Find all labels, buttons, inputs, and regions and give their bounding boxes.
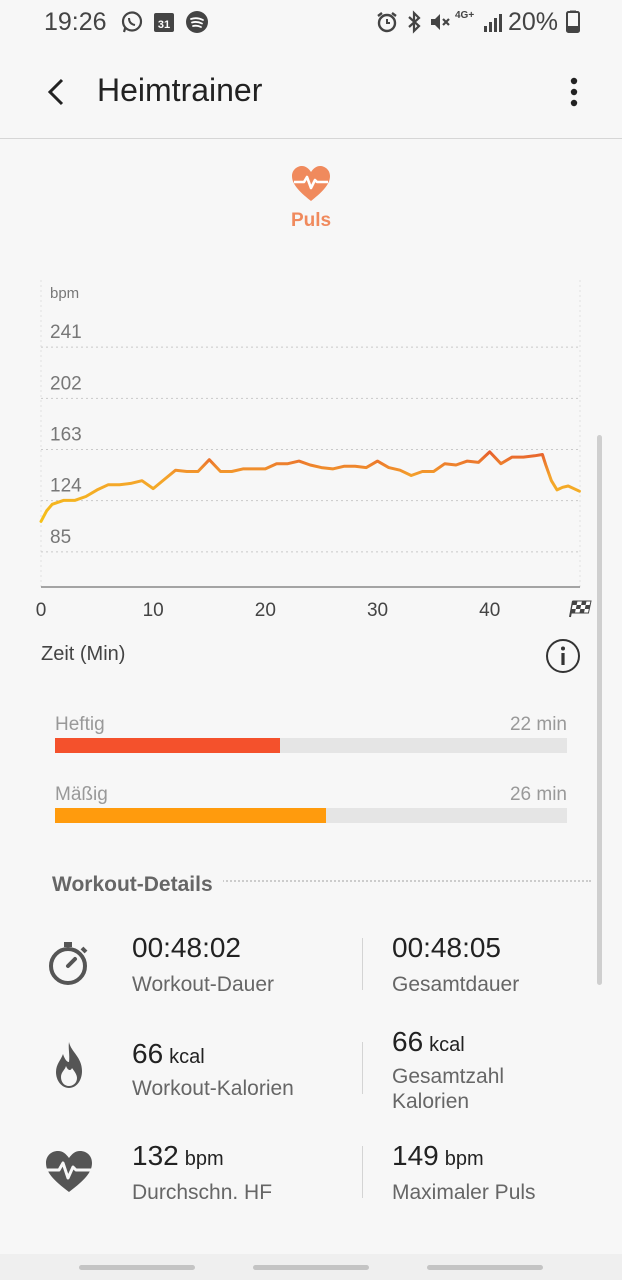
zone-name: Mäßig [55, 784, 108, 805]
x-axis-label: Zeit (Min) [41, 643, 126, 665]
section-divider [215, 880, 591, 882]
y-tick-label: 241 [50, 322, 82, 343]
scrollbar[interactable] [597, 435, 602, 985]
workout-duration-label: Workout-Dauer [132, 973, 274, 996]
page-title: Heimtrainer [97, 72, 263, 108]
column-divider [362, 938, 363, 990]
spotify-icon [186, 11, 208, 33]
workout-duration-value: 00:48:02 [132, 932, 241, 963]
status-bar: 19:26 31 4G+ 20% [0, 0, 622, 46]
calendar-icon: 31 [154, 13, 174, 32]
y-tick-label: 85 [50, 527, 71, 548]
heart-rate-icon [46, 1151, 92, 1192]
flame-icon [56, 1042, 82, 1088]
total-duration-value: 00:48:05 [392, 932, 501, 963]
back-icon[interactable] [38, 72, 78, 112]
heart-rate-series-line [39, 450, 581, 523]
zone-bar-fill [55, 808, 327, 823]
signal-icon [484, 14, 502, 32]
nav-back-handle[interactable] [427, 1265, 543, 1270]
nav-recents-handle[interactable] [79, 1265, 195, 1270]
x-tick-label: 20 [255, 600, 276, 621]
x-tick-label: 30 [367, 600, 388, 621]
section-title: Workout-Details [52, 873, 223, 897]
mute-icon [431, 14, 450, 30]
y-tick-label: 202 [50, 373, 82, 394]
x-tick-label: 40 [479, 600, 500, 621]
svg-text:31: 31 [158, 19, 170, 31]
network-type: 4G+ [455, 10, 475, 21]
more-options-icon[interactable] [564, 72, 584, 112]
heart-rate-chart: 85 124 163 202 241 0 10 20 30 40 bpm [36, 280, 592, 621]
y-unit-label: bpm [50, 285, 79, 302]
y-tick-label: 124 [50, 476, 82, 497]
zone-bar-fill [55, 738, 281, 753]
column-divider [362, 1042, 363, 1094]
workout-calories-label: Workout-Kalorien [132, 1077, 294, 1100]
average-hr-value: 132 bpm [132, 1140, 224, 1171]
zone-bar-track [55, 738, 567, 753]
whatsapp-icon [121, 11, 143, 33]
metric-label: Puls [290, 210, 332, 231]
zone-name: Heftig [55, 714, 105, 735]
stopwatch-icon [49, 942, 88, 985]
max-hr-value: 149 bpm [392, 1140, 484, 1171]
zone-duration: 26 min [509, 784, 567, 805]
y-tick-label: 163 [50, 425, 82, 446]
checkered-flag-icon [569, 600, 592, 618]
alarm-icon [377, 12, 397, 33]
heart-pulse-icon [292, 166, 330, 201]
status-time: 19:26 [44, 8, 107, 36]
battery-percent: 20% [507, 8, 558, 36]
average-hr-label: Durchschn. HF [132, 1181, 273, 1204]
workout-calories-value: 66 kcal [132, 1038, 205, 1069]
total-calories-label: Gesamtzahl Kalorien [392, 1065, 505, 1113]
battery-icon [566, 10, 580, 33]
app-bar: Heimtrainer [0, 50, 622, 139]
total-calories-value: 66 kcal [392, 1026, 465, 1057]
system-nav-bar [0, 1254, 622, 1280]
nav-home-handle[interactable] [253, 1265, 369, 1270]
zone-bar-track [55, 808, 567, 823]
zone-duration: 22 min [509, 714, 567, 735]
bluetooth-icon [408, 10, 421, 34]
info-icon[interactable] [545, 638, 581, 674]
total-duration-label: Gesamtdauer [392, 973, 520, 996]
x-tick-label: 10 [143, 600, 164, 621]
x-tick-label: 0 [36, 600, 47, 621]
column-divider [362, 1146, 363, 1198]
max-hr-label: Maximaler Puls [392, 1181, 536, 1204]
